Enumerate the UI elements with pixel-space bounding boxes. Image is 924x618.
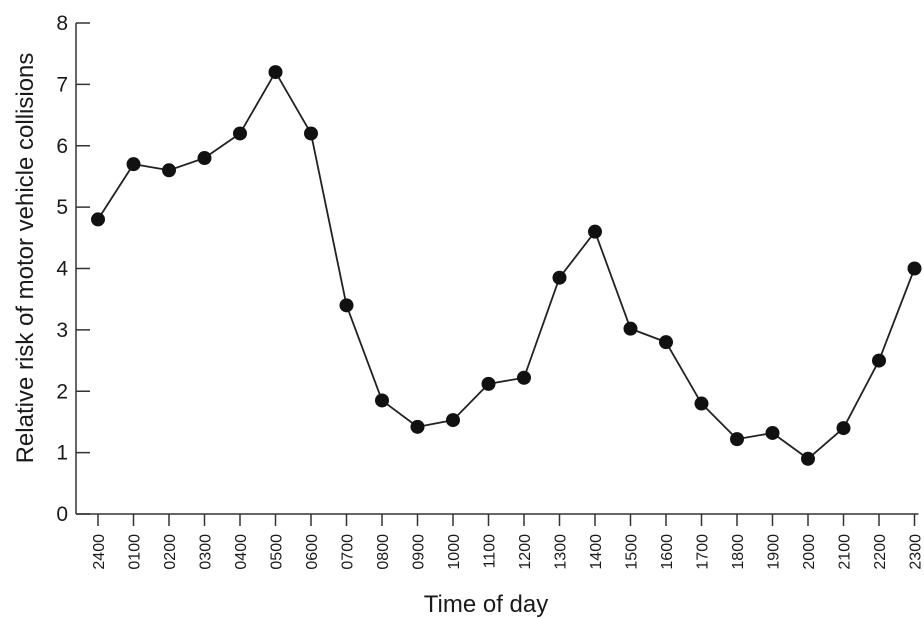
data-point: [552, 270, 567, 285]
y-axis-title: Relative risk of motor vehicle collision…: [12, 53, 39, 464]
x-tick-label: 2400: [91, 534, 108, 570]
y-tick-label: 2: [56, 380, 68, 403]
data-point: [197, 151, 212, 166]
series-group: [91, 65, 922, 466]
x-tick-label: 1700: [695, 534, 712, 570]
data-point: [91, 212, 105, 227]
y-tick-label: 6: [56, 135, 68, 158]
x-tick-label: 0700: [340, 534, 357, 570]
data-point: [339, 298, 354, 313]
data-point: [623, 321, 638, 336]
x-tick-label: 1300: [553, 534, 570, 570]
x-tick-label: 2200: [872, 534, 889, 570]
data-point: [694, 396, 709, 411]
x-tick-label: 0500: [269, 534, 286, 570]
axes: 0 1 2 3 4 5 6 7 8 2400 0100 0200 0300 0400 0500 0600 070…: [56, 12, 924, 570]
data-point: [233, 126, 247, 141]
y-tick-label: 0: [56, 503, 68, 526]
x-tick-label: 2000: [801, 534, 818, 570]
data-point: [446, 413, 460, 428]
x-tick-label: 1800: [730, 534, 747, 570]
x-tick-label: 1500: [624, 534, 641, 570]
data-point: [659, 335, 673, 350]
y-tick-label: 1: [56, 442, 68, 465]
data-point: [836, 421, 851, 436]
data-point: [268, 65, 283, 80]
data-point: [730, 432, 744, 447]
data-point: [410, 419, 425, 434]
x-tick-label: 1200: [517, 534, 534, 570]
x-tick-label: 1400: [588, 534, 605, 570]
data-point: [126, 157, 141, 172]
x-tick-label: 0100: [127, 534, 144, 570]
x-tick-label: 1100: [482, 534, 499, 569]
x-tick-label: 0900: [411, 534, 428, 570]
y-tick-label: 7: [56, 73, 68, 96]
data-point: [588, 224, 602, 239]
data-point: [162, 163, 176, 178]
data-point: [517, 370, 531, 385]
x-tick-label: 1000: [446, 534, 463, 570]
data-point: [801, 451, 815, 466]
data-point: [375, 393, 389, 408]
x-tick-label: 0300: [198, 534, 215, 570]
data-point: [907, 261, 922, 276]
data-point: [304, 126, 318, 141]
x-axis-title: Time of day: [424, 591, 549, 618]
y-tick-label: 3: [56, 319, 68, 342]
y-tick-label: 5: [56, 196, 68, 219]
data-point: [765, 425, 780, 440]
x-tick-label: 0600: [304, 534, 321, 570]
data-point: [872, 353, 886, 368]
x-tick-label: 2300: [908, 534, 924, 570]
x-tick-label: 0200: [162, 534, 179, 570]
x-tick-label: 2100: [837, 534, 854, 570]
x-tick-label: 1900: [766, 534, 783, 570]
x-tick-label: 1600: [659, 534, 676, 570]
x-tick-label: 0400: [233, 534, 250, 570]
y-tick-label: 8: [56, 12, 68, 35]
x-tick-label: 0800: [375, 534, 392, 570]
series-line: [97, 71, 916, 460]
data-point: [481, 376, 496, 391]
y-tick-label: 4: [56, 258, 68, 281]
